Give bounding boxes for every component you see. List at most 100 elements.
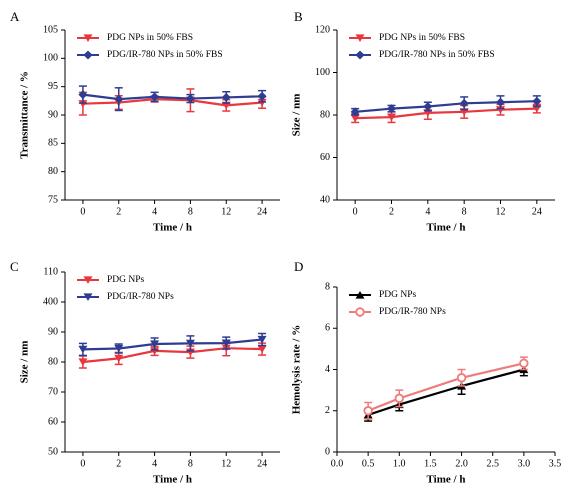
panel-label: B — [294, 9, 303, 24]
y-tick-label: 110 — [43, 266, 58, 277]
x-tick-label: 8 — [188, 458, 193, 469]
x-tick-label: 3.0 — [518, 458, 531, 469]
y-tick-label: 105 — [43, 24, 58, 35]
x-tick-label: 2.5 — [486, 458, 499, 469]
x-tick-label: 24 — [532, 206, 542, 217]
x-tick-label: 1.0 — [393, 458, 406, 469]
x-tick-label: 0 — [80, 458, 85, 469]
series-line — [355, 107, 537, 120]
x-axis-label: Time / h — [427, 222, 466, 234]
marker — [355, 290, 365, 299]
x-tick-label: 4 — [152, 206, 157, 217]
x-tick-label: 4 — [425, 206, 430, 217]
x-tick-label: 24 — [257, 458, 267, 469]
y-tick-label: 50 — [48, 446, 58, 457]
marker — [257, 98, 267, 107]
marker — [496, 97, 505, 107]
x-tick-label: 3.5 — [549, 458, 562, 469]
x-tick-label: 2 — [116, 458, 121, 469]
y-tick-label: 100 — [43, 53, 58, 64]
legend-label: PDG NPs — [379, 290, 417, 300]
marker — [150, 347, 160, 355]
x-tick-label: 2.0 — [455, 458, 468, 469]
marker — [150, 92, 160, 102]
y-tick-label: 0 — [325, 446, 330, 457]
y-tick-label: 75 — [48, 194, 58, 205]
y-tick-label: 90 — [48, 109, 58, 120]
y-axis-label: Size / nm — [19, 341, 31, 384]
legend-label: PDG/IR-780 NPs in 50% FBS — [379, 50, 495, 60]
y-tick-label: 4 — [325, 364, 330, 375]
marker — [78, 358, 88, 367]
series-line — [82, 93, 263, 101]
series-line — [82, 338, 263, 351]
marker — [355, 50, 365, 60]
y-tick-label: 8 — [325, 281, 330, 292]
marker — [532, 96, 542, 106]
x-tick-label: 4 — [152, 458, 157, 469]
marker — [456, 373, 467, 383]
x-axis-label: Time / h — [153, 222, 192, 234]
legend-label: PDG/IR-780 NPs — [107, 292, 174, 302]
y-tick-label: 6 — [325, 323, 330, 334]
x-tick-label: 0 — [80, 206, 85, 217]
x-tick-label: 8 — [188, 206, 193, 217]
marker — [221, 92, 231, 102]
marker — [350, 114, 360, 123]
y-tick-label: 80 — [48, 166, 58, 177]
legend-label: PDG/IR-780 NPs — [379, 307, 446, 317]
marker — [114, 94, 124, 104]
y-axis-label: Transmittance / % — [19, 71, 31, 159]
x-tick-label: 0 — [353, 206, 358, 217]
x-tick-label: 12 — [221, 206, 231, 217]
marker — [78, 345, 88, 354]
marker — [83, 34, 93, 43]
series-line — [82, 347, 263, 364]
series-line — [82, 98, 263, 107]
marker — [221, 339, 231, 348]
y-axis-label: Hemolysis rate / % — [291, 325, 303, 415]
panel-label: C — [10, 259, 19, 274]
marker — [423, 102, 433, 111]
legend-label: PDG/IR-780 NPs in 50% FBS — [107, 50, 223, 60]
marker — [185, 339, 195, 348]
marker — [83, 276, 93, 285]
y-tick-label: 90 — [48, 326, 58, 337]
x-tick-label: 0.5 — [362, 458, 375, 469]
y-tick-label: 400 — [43, 296, 58, 307]
marker — [114, 344, 124, 353]
y-axis-label: Size / nm — [291, 94, 303, 137]
panel-label: A — [10, 9, 20, 24]
marker — [387, 113, 396, 122]
marker — [185, 94, 195, 104]
y-tick-label: 80 — [320, 109, 330, 120]
y-tick-label: 120 — [315, 24, 330, 35]
marker — [363, 406, 373, 416]
x-tick-label: 0.0 — [331, 458, 344, 469]
marker — [83, 293, 93, 302]
y-tick-label: 60 — [320, 152, 330, 163]
marker — [257, 91, 267, 101]
y-tick-label: 85 — [48, 138, 58, 149]
marker — [350, 107, 360, 117]
y-tick-label: 40 — [320, 194, 330, 205]
series-line — [367, 362, 525, 412]
series-line — [355, 100, 537, 113]
y-tick-label: 95 — [48, 81, 58, 92]
x-tick-label: 24 — [257, 206, 267, 217]
y-tick-label: 80 — [48, 356, 58, 367]
marker — [355, 307, 365, 317]
y-tick-label: 2 — [325, 405, 330, 416]
marker — [257, 345, 267, 354]
marker — [83, 50, 93, 60]
marker — [78, 100, 88, 108]
legend-label: PDG NPs in 50% FBS — [379, 33, 465, 43]
marker — [459, 98, 469, 108]
series-line — [367, 368, 525, 416]
marker — [257, 335, 267, 344]
marker — [355, 34, 365, 43]
y-tick-label: 70 — [48, 386, 58, 397]
x-axis-label: Time / h — [153, 474, 192, 486]
x-tick-label: 2 — [116, 206, 121, 217]
